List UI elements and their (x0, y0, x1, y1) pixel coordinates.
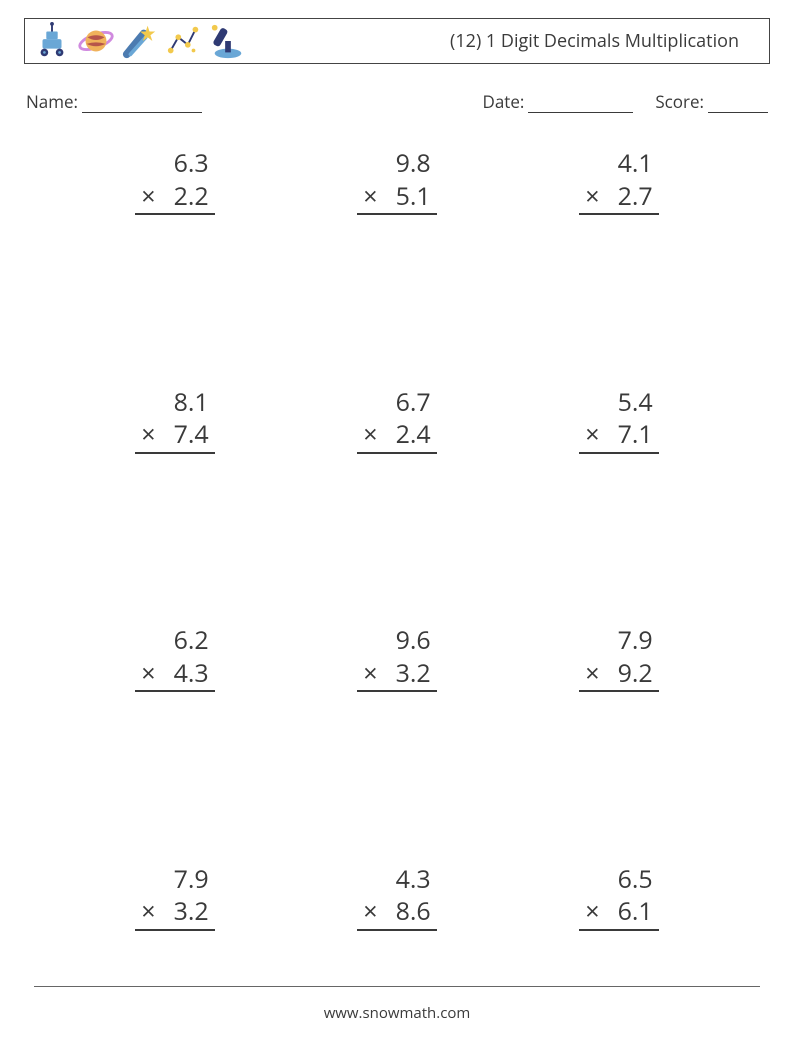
operand-bottom: 9.2 (618, 657, 653, 690)
rover-icon (33, 22, 71, 60)
worksheet-page: (12) 1 Digit Decimals Multiplication Nam… (0, 0, 794, 1053)
operator: × (585, 895, 599, 928)
operand-bottom: 8.6 (396, 895, 431, 928)
operand-bottom: 6.1 (618, 895, 653, 928)
problem: 6.5× 6.1 (508, 863, 730, 952)
problem: 9.8× 5.1 (286, 147, 508, 236)
operator: × (585, 180, 599, 213)
problem: 6.7× 2.4 (286, 386, 508, 475)
operator: × (363, 180, 377, 213)
operand-bottom: 3.2 (396, 657, 431, 690)
problem: 4.3× 8.6 (286, 863, 508, 952)
date-label: Date: (482, 90, 524, 113)
operator: × (363, 895, 377, 928)
operator: × (141, 418, 155, 451)
operator: × (363, 418, 377, 451)
operand-bottom: 7.4 (174, 418, 209, 451)
operand-top: 6.5 (579, 863, 658, 896)
operand-bottom: 2.4 (396, 418, 431, 451)
header-icons (33, 22, 247, 60)
operand-top: 9.6 (357, 624, 436, 657)
operand-bottom: 2.7 (618, 180, 653, 213)
problem: 6.3× 2.2 (64, 147, 286, 236)
operand-top: 6.2 (135, 624, 214, 657)
problem: 8.1× 7.4 (64, 386, 286, 475)
name-blank[interactable] (82, 94, 202, 113)
operand-bottom: 4.3 (174, 657, 209, 690)
operand-bottom: 5.1 (396, 180, 431, 213)
planet-icon (77, 22, 115, 60)
date-blank[interactable] (528, 94, 633, 113)
problem: 9.6× 3.2 (286, 624, 508, 713)
footer-text: www.snowmath.com (0, 1003, 794, 1023)
telescope-icon (209, 22, 247, 60)
operand-bottom: 7.1 (618, 418, 653, 451)
name-label: Name: (26, 90, 78, 113)
operator: × (141, 180, 155, 213)
problem: 6.2× 4.3 (64, 624, 286, 713)
header-box: (12) 1 Digit Decimals Multiplication (24, 18, 770, 64)
score-label: Score: (655, 90, 704, 113)
meta-row: Name: Date: Score: (24, 90, 770, 113)
operand-top: 7.9 (135, 863, 214, 896)
problem: 4.1× 2.7 (508, 147, 730, 236)
operand-top: 6.3 (135, 147, 214, 180)
operand-top: 4.3 (357, 863, 436, 896)
operand-bottom: 3.2 (174, 895, 209, 928)
operator: × (141, 895, 155, 928)
operand-top: 7.9 (579, 624, 658, 657)
operator: × (141, 657, 155, 690)
operator: × (585, 657, 599, 690)
operand-bottom: 2.2 (174, 180, 209, 213)
operand-top: 6.7 (357, 386, 436, 419)
operand-top: 8.1 (135, 386, 214, 419)
meta-name: Name: (26, 90, 202, 113)
problem: 5.4× 7.1 (508, 386, 730, 475)
score-blank[interactable] (708, 94, 768, 113)
problem: 7.9× 9.2 (508, 624, 730, 713)
operand-top: 9.8 (357, 147, 436, 180)
operand-top: 5.4 (579, 386, 658, 419)
operator: × (585, 418, 599, 451)
worksheet-title: (12) 1 Digit Decimals Multiplication (450, 29, 757, 53)
comet-icon (121, 22, 159, 60)
meta-right: Date: Score: (482, 90, 768, 113)
problem: 7.9× 3.2 (64, 863, 286, 952)
constellation-icon (165, 22, 203, 60)
problems-grid: 6.3×2.2 9.8×5.1 4.1×2.7 8.1×7.4 6.7×2.4 … (24, 147, 770, 951)
footer-rule (34, 986, 760, 987)
operator: × (363, 657, 377, 690)
operand-top: 4.1 (579, 147, 658, 180)
